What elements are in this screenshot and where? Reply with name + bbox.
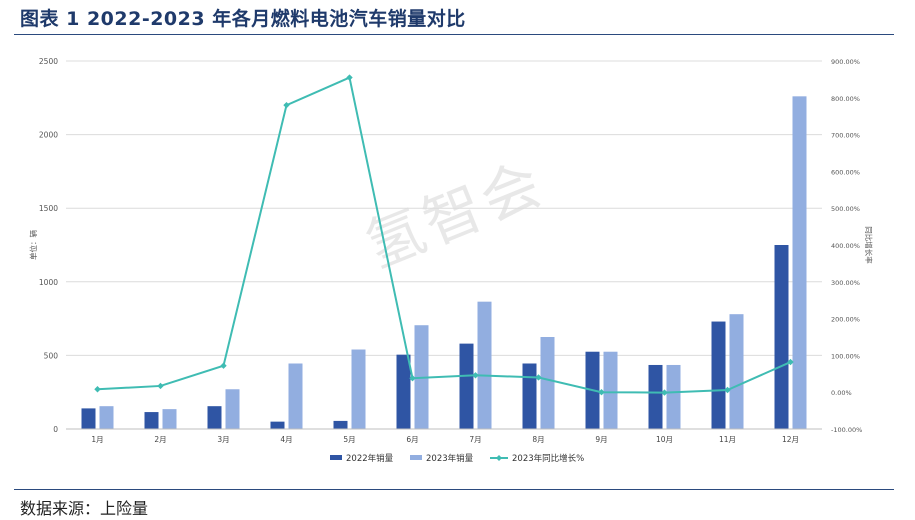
x-tick-label: 5月 (343, 435, 355, 444)
y2-tick-label: 0.00% (831, 389, 852, 397)
yoy-point-10 (661, 389, 668, 396)
yoy-point-5 (346, 74, 353, 81)
y2-tick-label: 200.00% (831, 316, 860, 324)
y2-tick-label: 100.00% (831, 352, 860, 360)
y-tick-label: 2000 (39, 131, 58, 140)
bar-2022-5 (333, 420, 348, 429)
legend-line-marker (496, 455, 502, 461)
bar-2022-12 (774, 245, 789, 429)
y-tick-label: 500 (44, 351, 59, 360)
y2-tick-label: 700.00% (831, 132, 860, 140)
bar-2023-9 (603, 351, 618, 429)
bar-2022-7 (459, 343, 474, 429)
y-tick-label: 0 (53, 425, 58, 434)
bar-2023-3 (225, 389, 240, 429)
bar-2022-4 (270, 421, 285, 429)
y2-tick-label: 900.00% (831, 58, 860, 66)
yoy-point-4 (283, 101, 290, 109)
bar-2023-11 (729, 314, 744, 429)
x-tick-label: 1月 (91, 435, 103, 444)
x-tick-label: 2月 (154, 435, 166, 444)
bar-2023-10 (666, 364, 681, 429)
bar-2023-1 (99, 406, 114, 429)
y2-tick-label: 500.00% (831, 205, 860, 213)
y-tick-label: 1500 (39, 204, 58, 213)
bar-2022-1 (81, 408, 96, 429)
bar-2022-6 (396, 354, 411, 429)
figure-title: 图表 1 2022-2023 年各月燃料电池汽车销量对比 (20, 8, 466, 30)
y2-axis-title: 同比增长率 (864, 226, 874, 264)
y2-tick-label: 300.00% (831, 279, 860, 287)
y2-tick-label: 600.00% (831, 168, 860, 176)
y-axis-title: 单位：辆 (28, 230, 38, 260)
y2-tick-label: -100.00% (831, 426, 862, 434)
y-tick-label: 1000 (39, 278, 58, 287)
bar-2023-4 (288, 363, 303, 429)
sales-chart: 0 500 1000 1500 2000 2500 -100.00% 0.00% 100.00%… (28, 57, 874, 464)
x-tick-label: 8月 (532, 435, 544, 444)
footer-rule (14, 489, 894, 490)
yoy-point-1 (94, 386, 101, 393)
yoy-point-3 (220, 362, 227, 369)
legend-label: 2023年同比增长% (512, 453, 584, 464)
bar-2022-10 (648, 364, 663, 429)
bar-2023-5 (351, 349, 366, 429)
yoy-point-8 (535, 374, 542, 381)
bar-2023-7 (477, 301, 492, 429)
x-tick-label: 11月 (719, 435, 736, 444)
yoy-line (97, 76, 791, 394)
yoy-point-12 (787, 358, 794, 366)
y2-tick-label: 800.00% (831, 95, 860, 103)
source-note: 数据来源：上险量 (20, 499, 149, 518)
bar-2023-12 (792, 96, 807, 429)
title-rule (14, 34, 894, 35)
yoy-point-6 (409, 375, 416, 382)
bar-2022-2 (144, 412, 159, 429)
y-tick-label: 2500 (39, 57, 58, 66)
yoy-point-9 (598, 389, 605, 396)
bar-2022-11 (711, 321, 726, 429)
yoy-point-7 (472, 372, 479, 379)
yoy-point-2 (157, 382, 164, 390)
bar-2023-2 (162, 409, 177, 429)
x-tick-label: 10月 (656, 435, 673, 444)
x-tick-label: 9月 (595, 435, 607, 444)
x-tick-label: 12月 (782, 435, 799, 444)
x-tick-label: 4月 (280, 435, 292, 444)
x-tick-label: 7月 (469, 435, 481, 444)
legend-label: 2022年销量 (346, 453, 394, 464)
bar-2023-8 (540, 337, 555, 429)
x-tick-label: 6月 (406, 435, 418, 444)
x-tick-label: 3月 (217, 435, 229, 444)
legend-swatch-0 (330, 455, 342, 460)
legend-label: 2023年销量 (426, 453, 474, 464)
legend-swatch-1 (410, 455, 422, 460)
y2-tick-label: 400.00% (831, 242, 860, 250)
yoy-point-11 (724, 386, 731, 394)
bar-2022-8 (522, 363, 537, 429)
bar-2022-3 (207, 406, 222, 429)
